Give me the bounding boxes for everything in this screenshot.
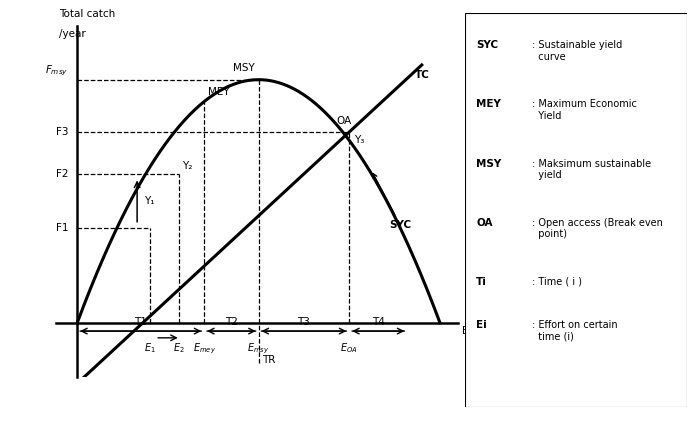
Text: : Maximum Economic
  Yield: : Maximum Economic Yield [532, 99, 636, 121]
Text: Total catch: Total catch [59, 9, 115, 19]
Text: MEY: MEY [208, 87, 230, 97]
Text: OA: OA [336, 116, 351, 125]
Text: T2: T2 [225, 317, 238, 327]
Text: $E_{msy}$: $E_{msy}$ [247, 341, 270, 356]
Text: Ti: Ti [476, 276, 487, 287]
Text: MEY: MEY [476, 99, 501, 110]
Text: F2: F2 [56, 169, 68, 179]
Text: : Effort on certain
  time (i): : Effort on certain time (i) [532, 320, 617, 342]
Text: MSY: MSY [233, 63, 255, 73]
Text: $E_{mey}$: $E_{mey}$ [193, 341, 216, 356]
Text: T4: T4 [372, 317, 384, 327]
Text: : Sustainable yield
  curve: : Sustainable yield curve [532, 40, 622, 62]
Text: : Open access (Break even
  point): : Open access (Break even point) [532, 217, 663, 239]
Text: MSY: MSY [476, 158, 501, 169]
Text: SYC: SYC [373, 173, 412, 230]
FancyBboxPatch shape [465, 13, 687, 407]
Text: $F_{msy}$: $F_{msy}$ [45, 64, 68, 78]
Text: : Time ( i ): : Time ( i ) [532, 276, 582, 287]
Text: Y₁: Y₁ [144, 196, 155, 206]
Text: T3: T3 [298, 317, 310, 327]
Text: F3: F3 [56, 127, 68, 137]
Text: Y₃: Y₃ [354, 135, 364, 146]
Text: SYC: SYC [476, 40, 498, 51]
Text: /year: /year [59, 29, 86, 39]
Text: $E_1$: $E_1$ [144, 341, 155, 355]
Text: Y₂: Y₂ [183, 161, 193, 171]
Text: $E_2$: $E_2$ [173, 341, 185, 355]
Text: F1: F1 [56, 223, 68, 233]
Text: OA: OA [476, 217, 493, 228]
Text: Ei: Ei [476, 320, 486, 330]
Text: Effort/time: Effort/time [462, 326, 518, 336]
Text: TR: TR [262, 355, 276, 365]
Text: TC: TC [414, 70, 430, 80]
Text: : Maksimum sustainable
  yield: : Maksimum sustainable yield [532, 158, 651, 180]
Text: $E_{OA}$: $E_{OA}$ [340, 341, 358, 355]
Text: T1: T1 [135, 317, 147, 327]
